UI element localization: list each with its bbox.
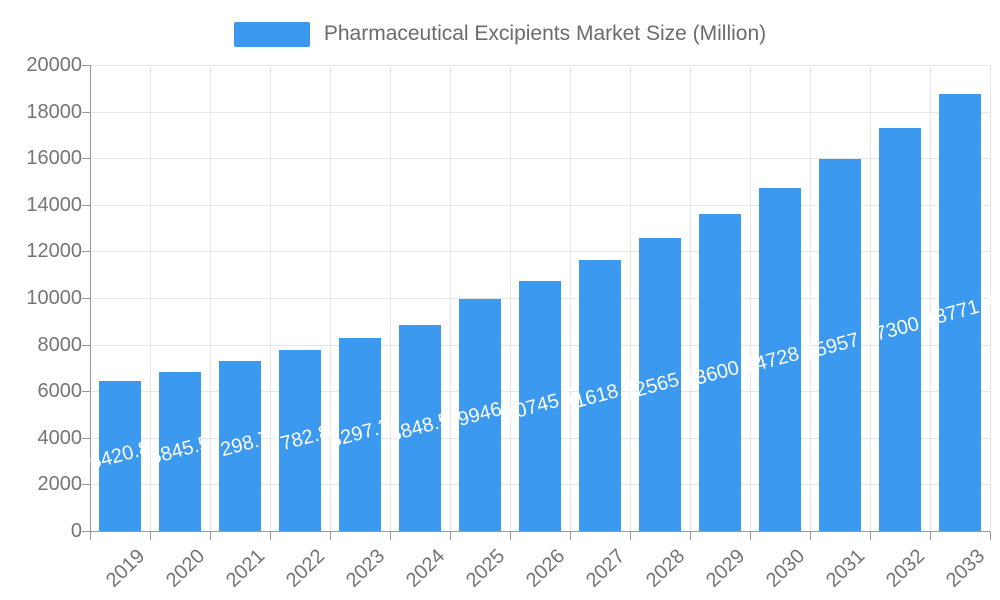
gridline-vertical	[510, 65, 511, 531]
gridline-vertical	[870, 65, 871, 531]
x-axis-tick-label: 2026	[521, 545, 570, 592]
y-axis-tick-mark	[82, 391, 90, 393]
gridline-vertical	[330, 65, 331, 531]
x-axis-tick-mark	[390, 532, 391, 540]
bar-2033[interactable]	[939, 93, 981, 531]
bar-2029[interactable]	[699, 214, 741, 531]
x-axis-tick-mark	[270, 532, 271, 540]
y-axis-tick-mark	[82, 484, 90, 486]
bar-2022[interactable]	[279, 349, 321, 531]
plot-area: 6420.8 6845.5 7298.7 7782.8 8297.2 8848.5 9946…	[87, 65, 998, 531]
x-axis-tick-label: 2021	[221, 545, 270, 592]
y-axis-tick-label: 14000	[26, 193, 82, 216]
x-axis-tick-label: 2020	[161, 545, 210, 592]
gridline-vertical	[210, 65, 211, 531]
y-axis-tick-label: 10000	[26, 287, 82, 309]
x-axis-line	[90, 531, 990, 532]
x-axis-tick-mark	[990, 532, 991, 540]
gridline-horizontal	[90, 111, 990, 113]
y-axis-tick-label: 18000	[26, 100, 82, 123]
x-axis-tick-mark	[630, 532, 631, 540]
x-axis-tick-label: 2022	[281, 545, 330, 592]
gridline-vertical	[690, 65, 691, 531]
x-axis-tick-label: 2032	[881, 545, 930, 592]
bar-2019[interactable]	[99, 381, 141, 531]
bar-2023[interactable]	[339, 337, 381, 531]
y-axis-tick-mark	[82, 344, 90, 346]
x-axis-tick-mark	[930, 532, 931, 540]
gridline-vertical	[570, 65, 571, 531]
gridline-vertical	[930, 65, 931, 531]
y-axis-tick-label: 20000	[26, 54, 82, 76]
bar-2024[interactable]	[399, 324, 441, 531]
y-axis-tick-mark	[82, 251, 90, 253]
y-axis-tick-label: 12000	[26, 240, 82, 263]
y-axis-tick-mark	[82, 204, 90, 206]
x-axis-tick-mark	[210, 532, 211, 540]
gridline-vertical	[810, 65, 811, 531]
x-axis-tick-mark	[570, 532, 571, 540]
x-axis-tick-label: 2033	[941, 545, 990, 592]
x-axis-tick-label: 2031	[821, 545, 870, 592]
x-axis-tick-label: 2023	[341, 545, 390, 592]
gridline-vertical	[630, 65, 631, 531]
x-axis-tick-mark	[330, 532, 331, 540]
y-axis-tick-mark	[82, 158, 90, 160]
x-axis-tick-mark	[810, 532, 811, 540]
gridline-horizontal	[90, 204, 990, 206]
y-axis-tick-mark	[82, 298, 90, 299]
x-axis-tick-mark	[450, 532, 451, 540]
x-axis-tick-mark	[750, 532, 751, 540]
legend-swatch	[233, 21, 310, 47]
y-axis-tick-label: 0	[70, 520, 82, 542]
y-axis-tick-label: 16000	[26, 147, 82, 170]
y-axis-tick-mark	[82, 111, 90, 113]
y-axis-tick-label: 8000	[37, 333, 83, 356]
x-axis-tick-mark	[510, 532, 511, 540]
y-axis-tick-mark	[82, 65, 90, 66]
bar-2020[interactable]	[159, 371, 201, 531]
y-axis-tick-label: 2000	[37, 473, 83, 496]
gridline-vertical	[450, 65, 451, 531]
bar-2030[interactable]	[759, 187, 801, 531]
y-axis-line	[90, 65, 91, 539]
gridline-vertical	[750, 65, 751, 531]
bar-2032[interactable]	[879, 127, 921, 531]
x-axis-tick-label: 2027	[581, 545, 630, 592]
gridline-horizontal	[90, 158, 990, 160]
gridline-vertical	[390, 65, 391, 531]
x-axis-tick-label: 2019	[101, 545, 150, 592]
legend-item[interactable]: Pharmaceutical Excipients Market Size (M…	[233, 21, 767, 47]
x-axis-tick-mark	[690, 532, 691, 540]
x-axis-tick-label: 2030	[761, 545, 810, 592]
x-axis-tick-label: 2025	[461, 545, 510, 592]
bar-2027[interactable]	[579, 260, 621, 531]
bar-2021[interactable]	[219, 360, 261, 531]
gridline-vertical	[270, 65, 271, 531]
gridline-horizontal	[90, 65, 990, 66]
y-axis-tick-mark	[82, 437, 90, 439]
legend-label: Pharmaceutical Excipients Market Size (M…	[323, 22, 767, 45]
gridline-vertical	[990, 65, 991, 531]
gridline-horizontal	[90, 251, 990, 253]
y-axis-tick-label: 6000	[37, 380, 83, 403]
x-axis-tick-label: 2028	[641, 545, 690, 592]
bar-2025[interactable]	[459, 299, 501, 531]
y-axis-tick-mark	[82, 531, 90, 532]
x-axis-tick-label: 2024	[401, 545, 450, 592]
legend: Pharmaceutical Excipients Market Size (M…	[0, 20, 1000, 48]
y-axis-tick-label: 4000	[37, 426, 83, 449]
x-axis-tick-mark	[150, 532, 151, 540]
x-axis-tick-mark	[870, 532, 871, 540]
bar-2031[interactable]	[819, 159, 861, 531]
gridline-vertical	[150, 65, 151, 531]
x-axis-tick-label: 2029	[701, 545, 750, 592]
bar-2026[interactable]	[519, 280, 561, 531]
bar-2028[interactable]	[639, 238, 681, 531]
